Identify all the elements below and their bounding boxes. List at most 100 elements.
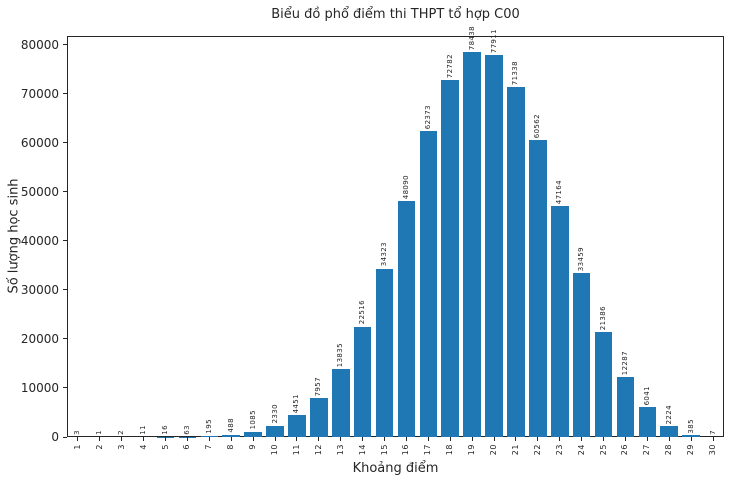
x-tick-label: 29: [686, 444, 696, 456]
x-tick-label: 18: [445, 444, 455, 456]
bar: [550, 205, 569, 437]
x-tick-mark: [471, 437, 473, 441]
x-tick-mark: [405, 437, 407, 441]
bar-value-label: 3: [73, 430, 82, 435]
bar: [485, 55, 503, 437]
bar-value-label: 71338: [511, 61, 520, 86]
x-tick-mark: [340, 437, 342, 441]
y-tick-label: 30000: [20, 282, 59, 297]
bar: [288, 415, 306, 437]
bar-value-label: 48090: [401, 174, 410, 200]
x-tick-label: 15: [379, 444, 389, 456]
y-tick-label: 60000: [20, 135, 59, 150]
x-tick-mark: [230, 437, 232, 441]
y-tick-label: 10000: [20, 380, 59, 395]
bar-value-label: 33459: [577, 246, 586, 271]
bar-value-label: 72782: [445, 53, 454, 79]
bar-value-label: 63: [182, 424, 191, 435]
x-tick-label: 23: [554, 444, 564, 456]
x-tick-mark: [668, 437, 670, 441]
y-tick-mark: [63, 142, 67, 144]
y-tick-mark: [63, 240, 67, 242]
bar-value-label: 2330: [270, 404, 279, 424]
y-tick-label: 80000: [20, 37, 59, 52]
bar: [266, 425, 284, 437]
bar-value-label: 62373: [423, 104, 432, 130]
x-tick-label: 7: [204, 444, 214, 450]
bar: [397, 201, 416, 437]
x-tick-mark: [384, 437, 386, 441]
bar: [419, 131, 438, 437]
x-tick-label: 20: [489, 444, 499, 456]
bar: [463, 52, 481, 437]
x-tick-mark: [515, 437, 517, 441]
y-tick-mark: [63, 44, 67, 46]
bar: [529, 140, 547, 437]
x-tick-label: 24: [576, 444, 586, 456]
x-tick-label: 30: [708, 444, 718, 456]
x-tick-mark: [143, 437, 145, 441]
bar-value-label: 2224: [664, 404, 673, 425]
bar: [222, 434, 240, 437]
x-tick-mark: [493, 437, 495, 441]
bar: [310, 397, 328, 437]
y-tick-mark: [63, 338, 67, 340]
bar-value-label: 1: [95, 430, 104, 435]
x-tick-mark: [208, 437, 210, 441]
bar-value-label: 4451: [292, 393, 301, 414]
x-tick-mark: [624, 437, 626, 441]
x-tick-mark: [690, 437, 692, 441]
x-tick-mark: [318, 437, 320, 441]
x-tick-mark: [165, 437, 167, 441]
x-tick-label: 3: [116, 444, 126, 450]
x-tick-mark: [646, 437, 648, 441]
x-tick-mark: [581, 437, 583, 441]
bar: [507, 87, 525, 437]
bar: [375, 268, 394, 437]
y-tick-mark: [63, 387, 67, 389]
x-tick-mark: [449, 437, 451, 441]
y-tick-label: 40000: [20, 233, 59, 248]
x-tick-label: 22: [532, 444, 542, 456]
x-tick-mark: [362, 437, 364, 441]
x-tick-label: 14: [357, 444, 367, 456]
bar: [616, 376, 635, 437]
bar: [353, 326, 372, 437]
x-tick-mark: [252, 437, 254, 441]
bar-value-label: 1085: [248, 410, 257, 430]
x-tick-mark: [296, 437, 298, 441]
x-tick-label: 9: [248, 444, 258, 450]
y-tick-mark: [63, 436, 67, 438]
y-tick-label: 50000: [20, 184, 59, 199]
bar-value-label: 6041: [642, 385, 651, 406]
bar-value-label: 7: [708, 430, 717, 435]
x-tick-label: 11: [291, 444, 301, 456]
x-tick-label: 13: [335, 444, 345, 456]
x-tick-label: 19: [467, 444, 477, 456]
bar: [331, 369, 350, 437]
bar: [572, 272, 591, 437]
y-tick-mark: [63, 93, 67, 95]
y-tick-label: 70000: [20, 86, 59, 101]
x-tick-mark: [121, 437, 123, 441]
bar: [441, 80, 459, 437]
y-tick-mark: [63, 191, 67, 193]
x-tick-mark: [77, 437, 79, 441]
bar: [594, 332, 613, 437]
x-tick-mark: [537, 437, 539, 441]
y-tick-label: 20000: [20, 331, 59, 346]
bar-value-label: 47164: [555, 179, 564, 204]
x-tick-mark: [603, 437, 605, 441]
bar-value-label: 7957: [314, 376, 323, 396]
bar: [200, 436, 219, 437]
x-tick-mark: [712, 437, 714, 441]
x-tick-label: 28: [664, 444, 674, 456]
x-tick-label: 26: [620, 444, 630, 456]
x-tick-label: 25: [598, 444, 608, 456]
bar-value-label: 13835: [336, 342, 345, 368]
x-tick-label: 16: [401, 444, 411, 456]
bar-value-label: 77911: [489, 28, 498, 54]
bar-value-label: 385: [686, 418, 695, 434]
bar: [660, 426, 678, 437]
